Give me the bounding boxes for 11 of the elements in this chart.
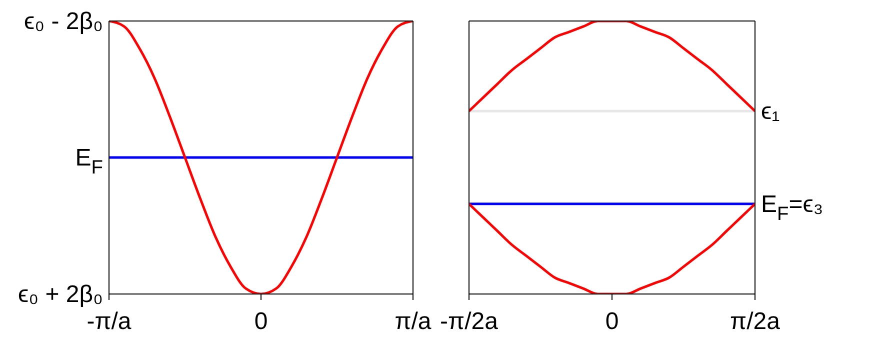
x-tick-label: π/2a [730,308,781,336]
ref-line-label: E$_{F}$ [75,144,103,178]
x-tick-label: 0 [254,308,268,336]
text: ϵ₀ + 2β₀ [18,280,103,308]
x-tick-label: -π/2a [440,308,499,336]
x-tick-label: π/a [394,308,432,336]
x-tick-label: 0 [605,308,619,336]
text: ϵ₀ - 2β₀ [24,8,103,34]
x-tick-label: -π/a [86,308,132,336]
ref-line-label: ϵ₁ [761,98,780,125]
ref-line-label: E$_{F}$=ϵ₃ [761,190,824,225]
